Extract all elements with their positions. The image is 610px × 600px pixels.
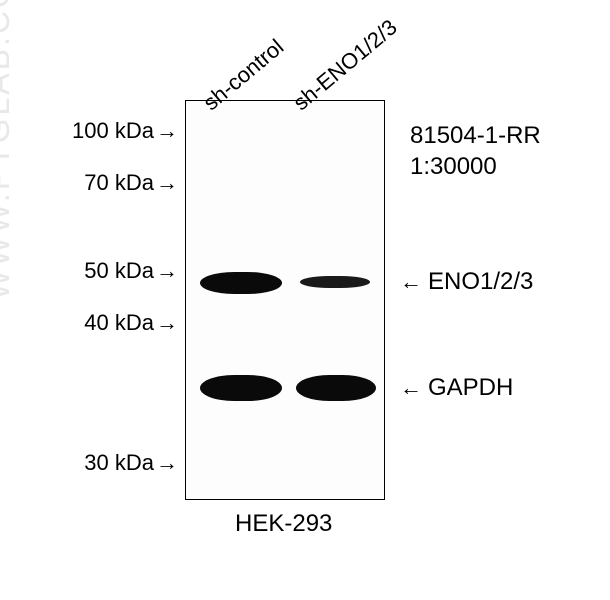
mw-marker-50: 50 kDa→ bbox=[84, 258, 178, 284]
arrow-right-icon: → bbox=[156, 258, 178, 284]
mw-marker-40: 40 kDa→ bbox=[84, 310, 178, 336]
blot-membrane bbox=[185, 100, 385, 500]
band-label-gapdh: ←GAPDH bbox=[400, 374, 513, 402]
mw-marker-70: 70 kDa→ bbox=[84, 170, 178, 196]
mw-marker-100: 100 kDa→ bbox=[72, 118, 178, 144]
band-eno-lane1 bbox=[200, 272, 282, 294]
mw-text: 70 kDa bbox=[84, 170, 154, 195]
mw-marker-30: 30 kDa→ bbox=[84, 450, 178, 476]
band-label-eno: ←ENO1/2/3 bbox=[400, 268, 533, 296]
cell-line-label: HEK-293 bbox=[235, 510, 332, 538]
arrow-right-icon: → bbox=[156, 450, 178, 476]
mw-text: 30 kDa bbox=[84, 450, 154, 475]
mw-text: 100 kDa bbox=[72, 118, 154, 143]
band-eno-lane2 bbox=[300, 276, 370, 288]
arrow-right-icon: → bbox=[156, 170, 178, 196]
antibody-catalog: 81504-1-RR bbox=[410, 120, 541, 151]
arrow-left-icon: ← bbox=[400, 269, 422, 295]
antibody-dilution: 1:30000 bbox=[410, 151, 541, 182]
mw-text: 50 kDa bbox=[84, 258, 154, 283]
band-gapdh-lane2 bbox=[296, 375, 376, 401]
antibody-info: 81504-1-RR 1:30000 bbox=[410, 120, 541, 182]
band-label-text: ENO1/2/3 bbox=[428, 268, 533, 295]
band-label-text: GAPDH bbox=[428, 374, 513, 401]
watermark-text: WWW.PTGLAB.COM bbox=[0, 0, 17, 300]
arrow-left-icon: ← bbox=[400, 375, 422, 401]
band-gapdh-lane1 bbox=[200, 375, 282, 401]
arrow-right-icon: → bbox=[156, 310, 178, 336]
figure-container: WWW.PTGLAB.COM sh-control sh-ENO1/2/3 10… bbox=[0, 0, 610, 600]
arrow-right-icon: → bbox=[156, 118, 178, 144]
mw-text: 40 kDa bbox=[84, 310, 154, 335]
